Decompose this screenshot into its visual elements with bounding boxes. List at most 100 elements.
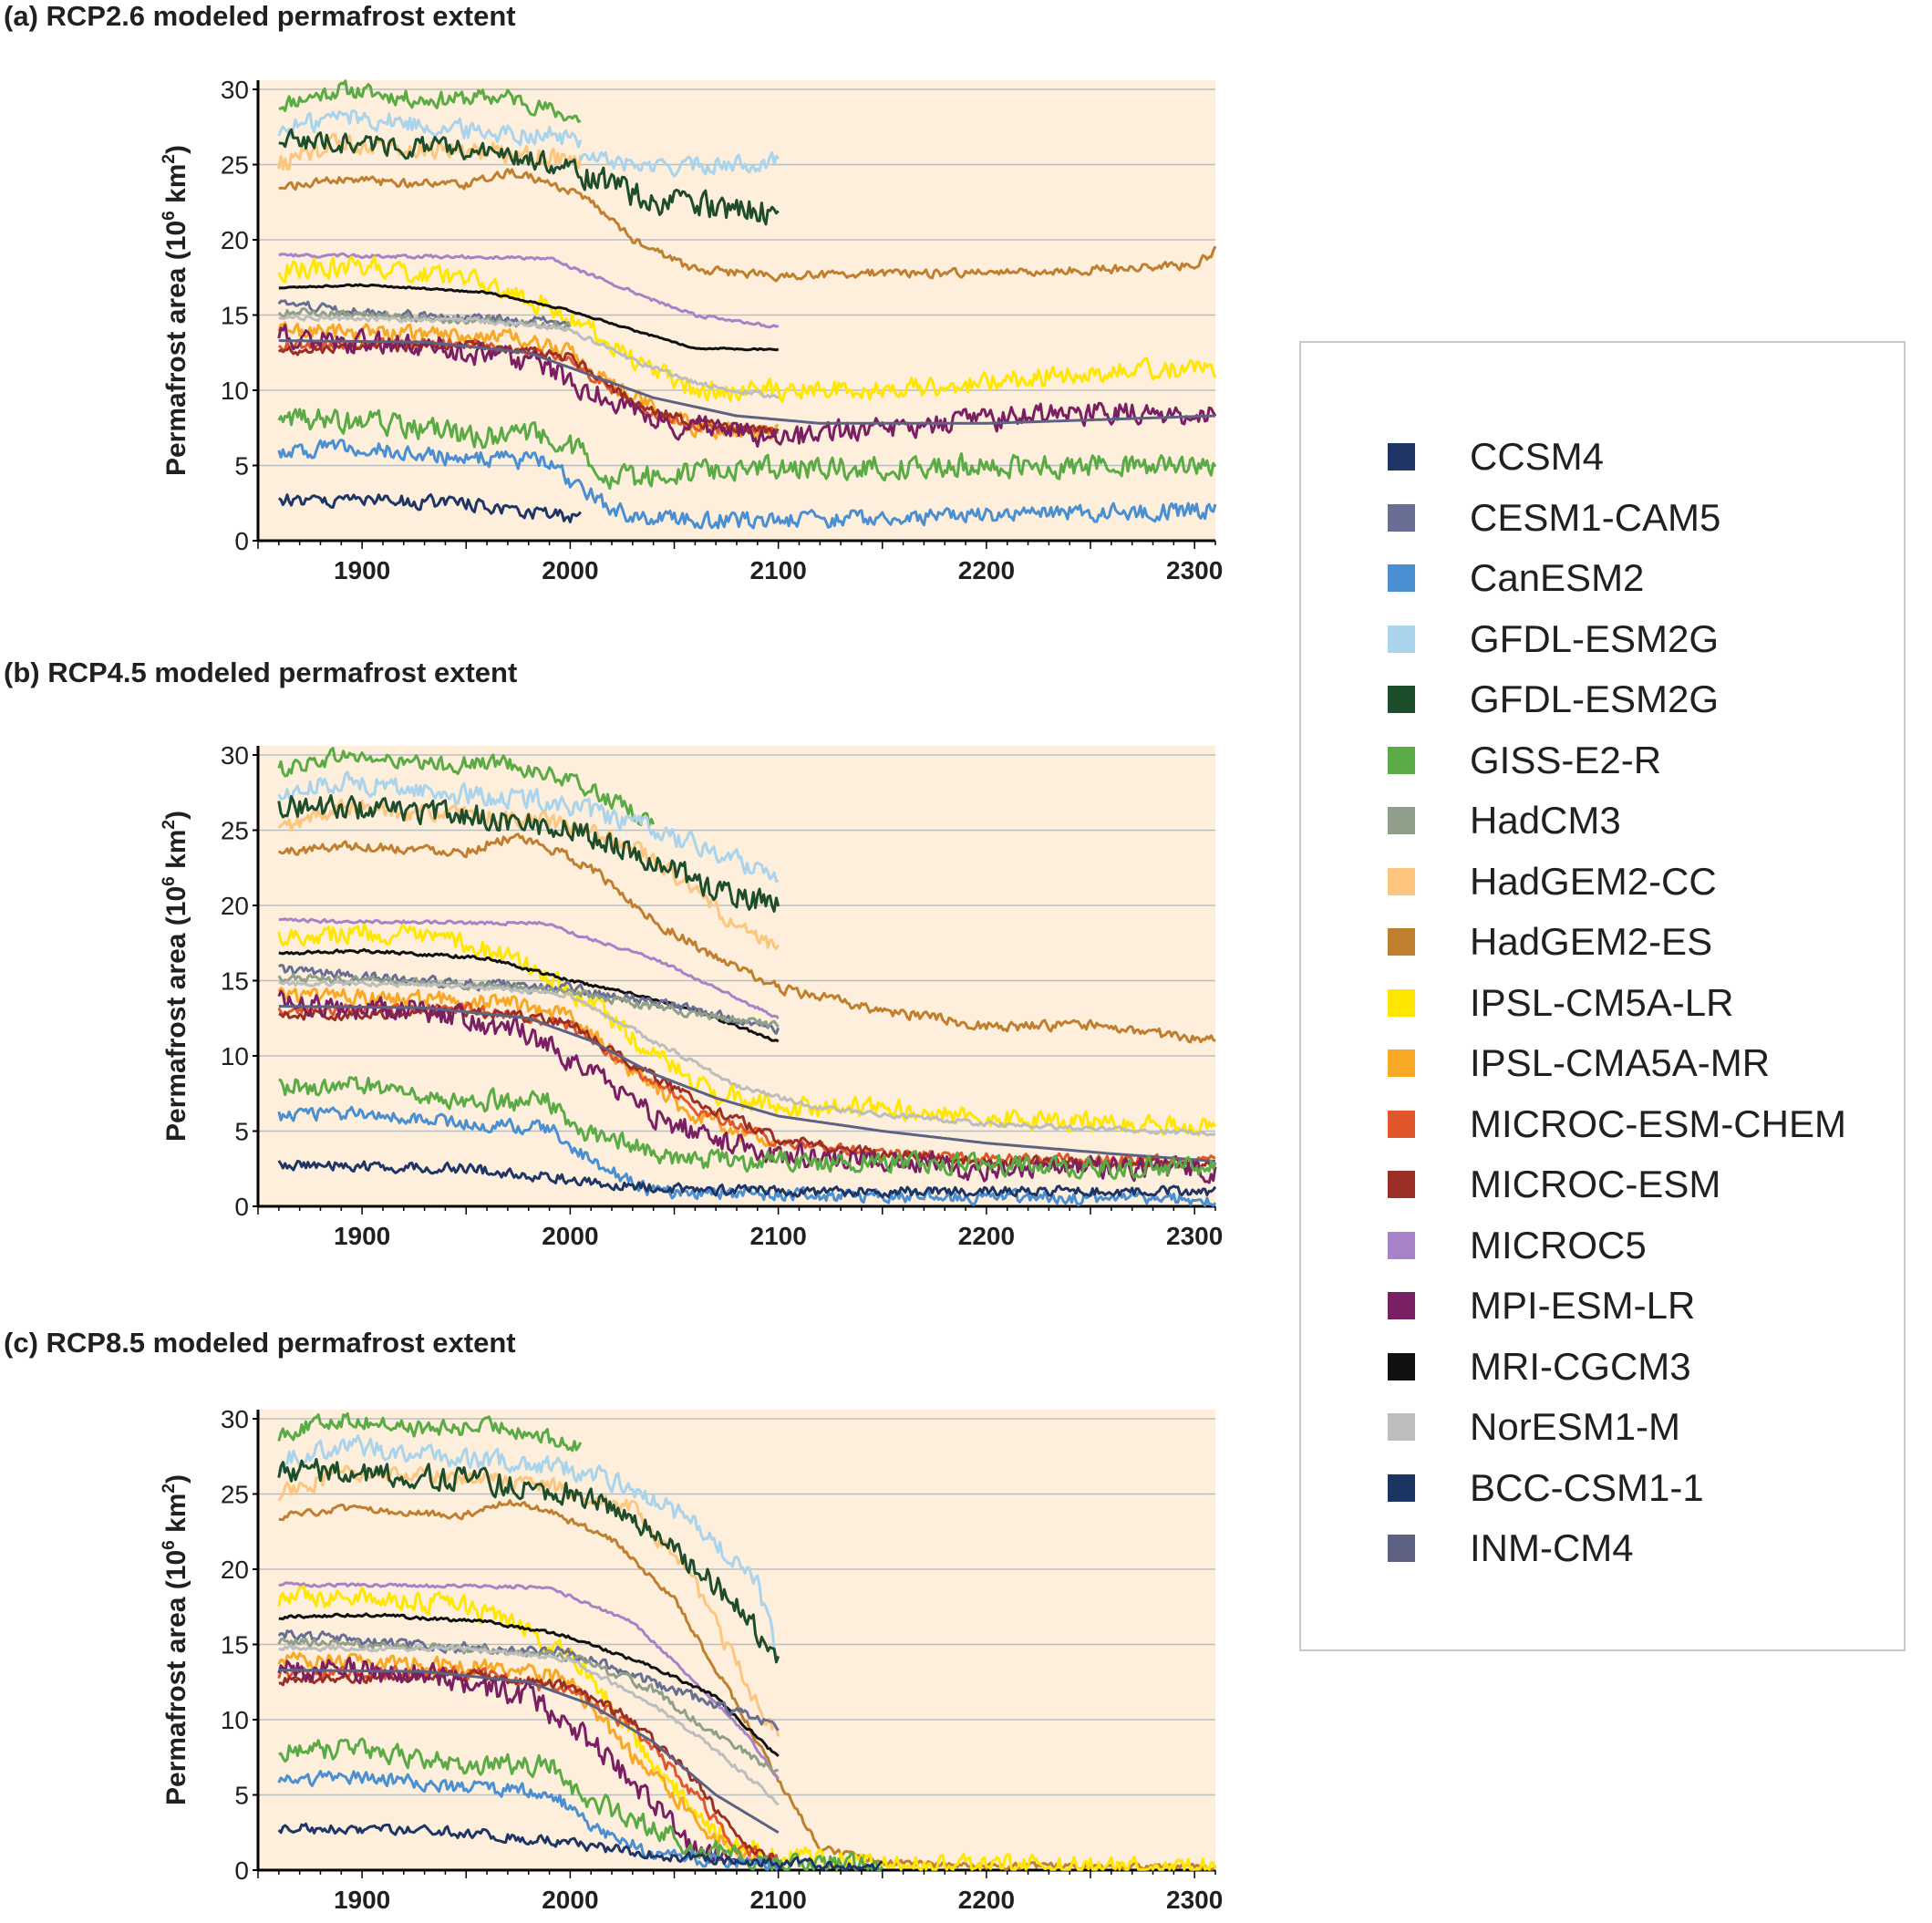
- y-axis-label: Permafrost area (106 km2): [160, 811, 191, 1142]
- legend-swatch: [1388, 1352, 1415, 1380]
- legend-item: BCC-CSM1-1: [1388, 1466, 1704, 1509]
- x-tick-label: 2200: [958, 556, 1015, 584]
- legend-item: INM-CM4: [1388, 1526, 1634, 1569]
- y-tick-label: 30: [221, 1405, 249, 1433]
- legend-item: GISS-E2-R: [1388, 739, 1661, 781]
- legend-swatch: [1388, 928, 1415, 956]
- x-tick-label: 2100: [750, 1886, 807, 1914]
- legend-swatch: [1388, 625, 1415, 653]
- y-tick-label: 25: [221, 1481, 249, 1509]
- y-tick-label: 15: [221, 1631, 249, 1659]
- y-tick-label: 0: [234, 1193, 249, 1221]
- series-line: [277, 987, 780, 1152]
- x-tick-label: 2300: [1166, 556, 1223, 584]
- series-line: [277, 1651, 780, 1871]
- legend-swatch: [1388, 807, 1415, 834]
- legend-item: NorESM1-M: [1388, 1405, 1680, 1448]
- legend-label: CCSM4: [1470, 435, 1605, 478]
- y-tick-label: 25: [221, 151, 249, 180]
- legend-item: MICROC5: [1388, 1224, 1647, 1266]
- series-line: [278, 252, 780, 329]
- series-line: [278, 168, 1217, 283]
- legend-swatch: [1388, 503, 1415, 532]
- x-tick-label: 2000: [542, 1222, 598, 1250]
- series-line: [277, 989, 1217, 1184]
- series-line: [277, 323, 1217, 448]
- x-tick-label: 2000: [542, 1886, 598, 1914]
- panel-title-a: (a) RCP2.6 modeled permafrost extent: [4, 0, 516, 32]
- chart-panel: 0 5 10 15 20 25 30 1900 2000 2100 2200 2300 Permafro…: [160, 1405, 1223, 1914]
- series-line: [277, 1159, 1217, 1199]
- series-line: [277, 1461, 780, 1737]
- legend-label: MRI-CGCM3: [1470, 1344, 1691, 1388]
- legend-swatch: [1388, 1231, 1415, 1259]
- series-line: [278, 1669, 780, 1835]
- series-line: [278, 79, 582, 123]
- legend-item: MRI-CGCM3: [1388, 1345, 1691, 1388]
- x-tick-label: 2200: [958, 1886, 1015, 1914]
- chart-panel: 0 5 10 15 20 25 30 1900 2000 2100 2200 2300 Permafro…: [160, 741, 1223, 1250]
- legend-item: IPSL-CM5A-LR: [1388, 981, 1733, 1024]
- legend-swatch: [1388, 1292, 1415, 1319]
- panel-title-c: (c) RCP8.5 modeled permafrost extent: [4, 1327, 516, 1359]
- legend-swatch: [1388, 1049, 1415, 1077]
- x-tick-label: 2200: [958, 1222, 1015, 1250]
- series-line: [278, 917, 780, 1019]
- series-line: [277, 1629, 780, 1732]
- legend-label: CESM1-CAM5: [1470, 495, 1721, 539]
- x-tick-label: 2300: [1166, 1886, 1223, 1914]
- legend-label: INM-CM4: [1470, 1526, 1634, 1569]
- series-line: [277, 408, 1217, 491]
- legend: CCSM4 CESM1-CAM5 CanESM2 GFDL-ESM2G GFDL-ESM…: [1299, 341, 1906, 1651]
- legend-swatch: [1388, 746, 1415, 774]
- legend-item: GFDL-ESM2G: [1388, 677, 1719, 720]
- y-tick-label: 20: [221, 892, 249, 920]
- legend-swatch: [1388, 867, 1415, 895]
- legend-label: GFDL-ESM2G: [1470, 616, 1720, 660]
- x-tick-label: 1900: [334, 1886, 390, 1914]
- y-tick-label: 20: [221, 1556, 249, 1584]
- series-line: [277, 793, 780, 913]
- series-line: [278, 339, 1215, 425]
- legend-item: MPI-ESM-LR: [1388, 1284, 1695, 1327]
- legend-label: MPI-ESM-LR: [1470, 1284, 1696, 1327]
- legend-item: CESM1-CAM5: [1388, 496, 1720, 539]
- y-tick-label: 10: [221, 377, 249, 405]
- series-line: [277, 1411, 583, 1453]
- series-line: [277, 1822, 883, 1871]
- y-tick-label: 20: [221, 226, 249, 254]
- x-tick-label: 2100: [750, 556, 807, 584]
- legend-label: IPSL-CM5A-LR: [1470, 980, 1734, 1024]
- legend-swatch: [1388, 1413, 1415, 1441]
- legend-item: MICROC-ESM: [1388, 1163, 1720, 1205]
- legend-label: HadGEM2-CC: [1470, 859, 1717, 903]
- legend-item: HadGEM2-ES: [1388, 920, 1712, 963]
- series-line: [579, 150, 780, 178]
- legend-label: CanESM2: [1470, 556, 1645, 599]
- series-line: [277, 798, 780, 950]
- y-tick-label: 5: [234, 452, 249, 481]
- y-tick-label: 15: [221, 967, 249, 996]
- legend-swatch: [1388, 1171, 1415, 1198]
- legend-item: HadGEM2-CC: [1388, 860, 1717, 903]
- series-line: [277, 770, 780, 884]
- series-line: [277, 1434, 779, 1659]
- series-line: [278, 1612, 780, 1758]
- series-line: [278, 979, 1216, 1137]
- x-tick-label: 2100: [750, 1222, 807, 1250]
- legend-item: CCSM4: [1388, 435, 1604, 478]
- y-tick-label: 15: [221, 302, 249, 330]
- x-tick-label: 2000: [542, 556, 598, 584]
- y-tick-label: 0: [234, 527, 249, 555]
- legend-swatch: [1388, 1535, 1415, 1562]
- chart-panel: 0 5 10 15 20 25 30 1900 2000 2100 2200 2300 Permafro…: [160, 76, 1223, 584]
- y-axis-label: Permafrost area (106 km2): [160, 145, 191, 476]
- y-tick-label: 30: [221, 76, 249, 104]
- series-line: [278, 1076, 1217, 1180]
- series-line: [278, 283, 780, 352]
- series-line: [277, 832, 1216, 1044]
- legend-label: HadCM3: [1470, 799, 1621, 842]
- y-axis-label: Permafrost area (106 km2): [160, 1474, 191, 1805]
- legend-swatch: [1388, 686, 1415, 713]
- series-line: [277, 747, 656, 827]
